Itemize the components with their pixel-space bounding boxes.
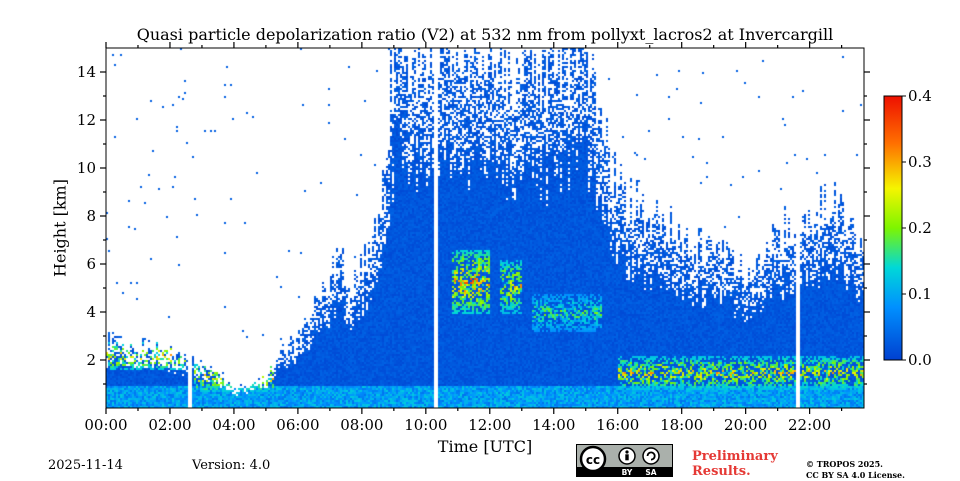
x-tick-label: 14:00	[532, 416, 575, 434]
x-tick-label: 06:00	[276, 416, 319, 434]
axis-layer: 00:00 02:00 04:00 06:00 08:00 10:00 12:00 14:00…	[77, 42, 870, 434]
colorbar-tick-label: 0.0	[908, 351, 932, 369]
copyright-line-2: CC BY SA 4.0 License.	[806, 470, 905, 480]
x-tick-label: 00:00	[84, 416, 127, 434]
x-tick-label: 04:00	[212, 416, 255, 434]
colorbar-tick-label: 0.4	[908, 87, 932, 105]
y-axis-label: Height [km]	[50, 179, 70, 277]
plot-frame	[105, 47, 865, 409]
chart-title: Quasi particle depolarization ratio (V2)…	[136, 25, 834, 44]
preliminary-line-1: Preliminary	[692, 449, 778, 464]
copyright-line-1: © TROPOS 2025.	[806, 459, 883, 469]
colorbar	[883, 95, 903, 361]
y-tick-label: 8	[86, 207, 96, 225]
version-label: Version: 4.0	[192, 458, 271, 473]
y-tick-label: 2	[86, 351, 96, 369]
sa-label: SA	[645, 468, 656, 476]
x-tick-label: 02:00	[148, 416, 191, 434]
cc-by-sa-license-badge: cc BY SA	[576, 444, 673, 477]
share-alike-icon	[642, 447, 660, 465]
x-tick-label: 08:00	[340, 416, 383, 434]
y-tick-label: 10	[77, 159, 96, 177]
x-tick-label: 12:00	[468, 416, 511, 434]
y-tick-label: 12	[77, 111, 96, 129]
y-tick-label: 6	[86, 255, 96, 273]
x-tick-label: 16:00	[596, 416, 639, 434]
by-label: BY	[622, 468, 633, 476]
colorbar-ticks: 0.0 0.1 0.2 0.3 0.4	[902, 87, 932, 369]
preliminary-results-note: Preliminary Results.	[692, 449, 778, 479]
x-tick-label: 10:00	[404, 416, 447, 434]
colorbar-tick-label: 0.1	[908, 285, 932, 303]
heatmap-data-layer	[106, 48, 864, 408]
cc-icon-text: cc	[586, 453, 600, 467]
y-tick-label: 4	[86, 303, 96, 321]
cc-icon	[579, 445, 607, 473]
y-tick-label: 14	[77, 63, 96, 81]
colorbar-tick-label: 0.2	[908, 219, 932, 237]
x-tick-label: 22:00	[788, 416, 831, 434]
x-tick-label: 20:00	[724, 416, 767, 434]
copyright-note: © TROPOS 2025. CC BY SA 4.0 License.	[806, 459, 905, 481]
x-tick-label: 18:00	[660, 416, 703, 434]
x-axis-label: Time [UTC]	[437, 437, 533, 456]
colorbar-tick-label: 0.3	[908, 153, 932, 171]
date-label: 2025-11-14	[48, 458, 123, 473]
heatmap-image	[106, 48, 864, 408]
preliminary-line-2: Results.	[692, 464, 751, 479]
